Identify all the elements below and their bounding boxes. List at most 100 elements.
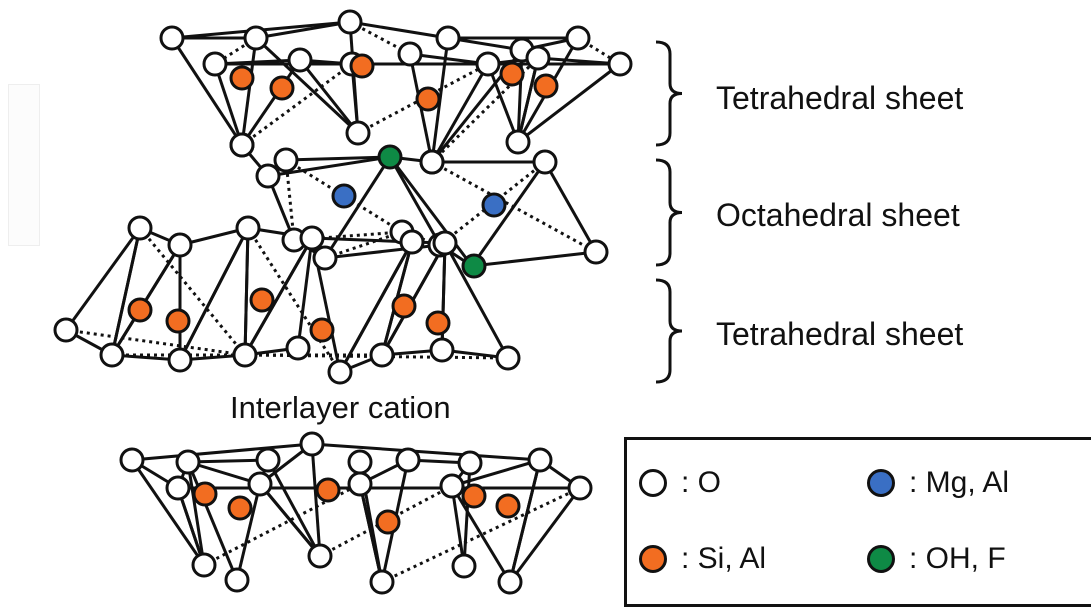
oxygen-atom (285, 335, 311, 361)
tetrahedral-sheet-top-label: Tetrahedral sheet (716, 80, 964, 116)
oxygen-atom (299, 225, 325, 251)
oxygen-atom (397, 41, 423, 67)
oxygen-atom (495, 345, 521, 371)
brace-icon (655, 278, 683, 384)
oxygen-atom (369, 569, 395, 595)
oxygen-atom (299, 431, 325, 457)
oh-f-swatch-icon (867, 545, 895, 573)
hidden-edge (241, 62, 353, 147)
legend-item-oh-f: : OH, F (867, 542, 1006, 576)
oxygen-atom (202, 51, 228, 77)
si-al-atom (533, 73, 559, 99)
si-al-atom (375, 509, 401, 535)
tetra-edge (409, 52, 489, 66)
tetrahedral-sheet-bottom-label: Tetrahedral sheet (716, 316, 964, 352)
legend-item-oxygen: : O (639, 466, 721, 500)
oh-f-atom (461, 253, 487, 279)
oxygen-atom (337, 9, 363, 35)
tetra-edge (358, 483, 384, 583)
oxygen-atom (369, 342, 395, 368)
oxygen-atom (327, 359, 353, 385)
oxygen-atom (99, 342, 125, 368)
tetra-edge (186, 461, 206, 566)
si-al-atom (315, 477, 341, 503)
tetra-edge (486, 63, 520, 143)
oxygen-atom (432, 230, 458, 256)
legend-text-mg-al: : Mg, Al (909, 466, 1010, 499)
oxygen-atom (583, 239, 609, 265)
hidden-edge (381, 486, 581, 584)
tetra-edge (450, 485, 466, 567)
tetra-edge (240, 59, 302, 146)
octahedral-sheet-label: Octahedral sheet (716, 197, 960, 233)
oxygen-atom (419, 149, 445, 175)
legend-item-mg-al: : Mg, Al (867, 466, 1009, 500)
oxygen-atom (243, 25, 269, 51)
si-al-atom (192, 481, 218, 507)
oxygen-atom (347, 449, 373, 475)
tetra-edge (451, 458, 541, 488)
tetra-edge (110, 227, 142, 356)
legend-text-oxygen: : O (681, 466, 722, 499)
si-al-swatch-icon (639, 545, 667, 573)
tetra-edge (310, 443, 322, 557)
oxygen-atom (247, 471, 273, 497)
oxygen-atom (53, 317, 79, 343)
oxygen-atom (224, 567, 250, 593)
tetra-edge (178, 227, 250, 361)
ring-edge (131, 442, 313, 462)
oxygen-atom (287, 47, 313, 73)
oxygen-atom (347, 471, 373, 497)
si-al-atom (309, 317, 335, 343)
tetra-edge (130, 459, 206, 566)
tetra-edge (254, 36, 360, 135)
oxygen-atom (439, 473, 465, 499)
oxygen-atom (175, 449, 201, 475)
tetra-edge (170, 37, 244, 146)
octa-edge (388, 156, 442, 246)
hidden-edge (246, 227, 342, 373)
mg-al-atom (331, 183, 357, 209)
tetra-edge (450, 485, 512, 583)
si-al-atom (249, 287, 275, 313)
tetra-edge (187, 460, 261, 486)
oxygen-atom (273, 147, 299, 173)
oxygen-atom (159, 25, 185, 51)
si-al-atom (165, 308, 191, 334)
oxygen-atom (235, 215, 261, 241)
si-al-atom (127, 297, 153, 323)
ring-edge (349, 20, 449, 40)
oxygen-swatch-icon (639, 469, 667, 497)
oxygen-atom (475, 51, 501, 77)
tetra-edge (243, 227, 250, 356)
legend-item-si-al: : Si, Al (639, 542, 766, 576)
brace-icon (655, 40, 683, 147)
oxygen-atom (395, 447, 421, 473)
oxygen-atom (312, 245, 338, 271)
oxygen-atom (255, 163, 281, 189)
tetra-edge (176, 487, 206, 566)
tetra-edge (298, 59, 360, 134)
tetra-edge (508, 487, 582, 583)
hidden-edge (439, 160, 546, 247)
tetra-edge (235, 483, 262, 581)
oxygen-atom (607, 51, 633, 77)
oxygen-atom (565, 25, 591, 51)
oxygen-atom (191, 552, 217, 578)
tetra-edge (516, 57, 540, 143)
octa-edge (267, 155, 391, 178)
tetra-edge (296, 237, 314, 349)
tetra-edge (186, 461, 239, 581)
legend: : O : Mg, Al : Si, Al : OH, F (624, 437, 1091, 607)
mg-al-atom (481, 192, 507, 218)
tetra-edge (508, 459, 542, 583)
oxygen-atom (527, 447, 553, 473)
si-al-atom (415, 86, 441, 112)
tetra-edge (240, 37, 258, 146)
oxygen-atom (497, 569, 523, 595)
hidden-edge (285, 158, 403, 234)
oxygen-atom (399, 229, 425, 255)
si-al-atom (391, 293, 417, 319)
octa-edge (471, 250, 597, 268)
